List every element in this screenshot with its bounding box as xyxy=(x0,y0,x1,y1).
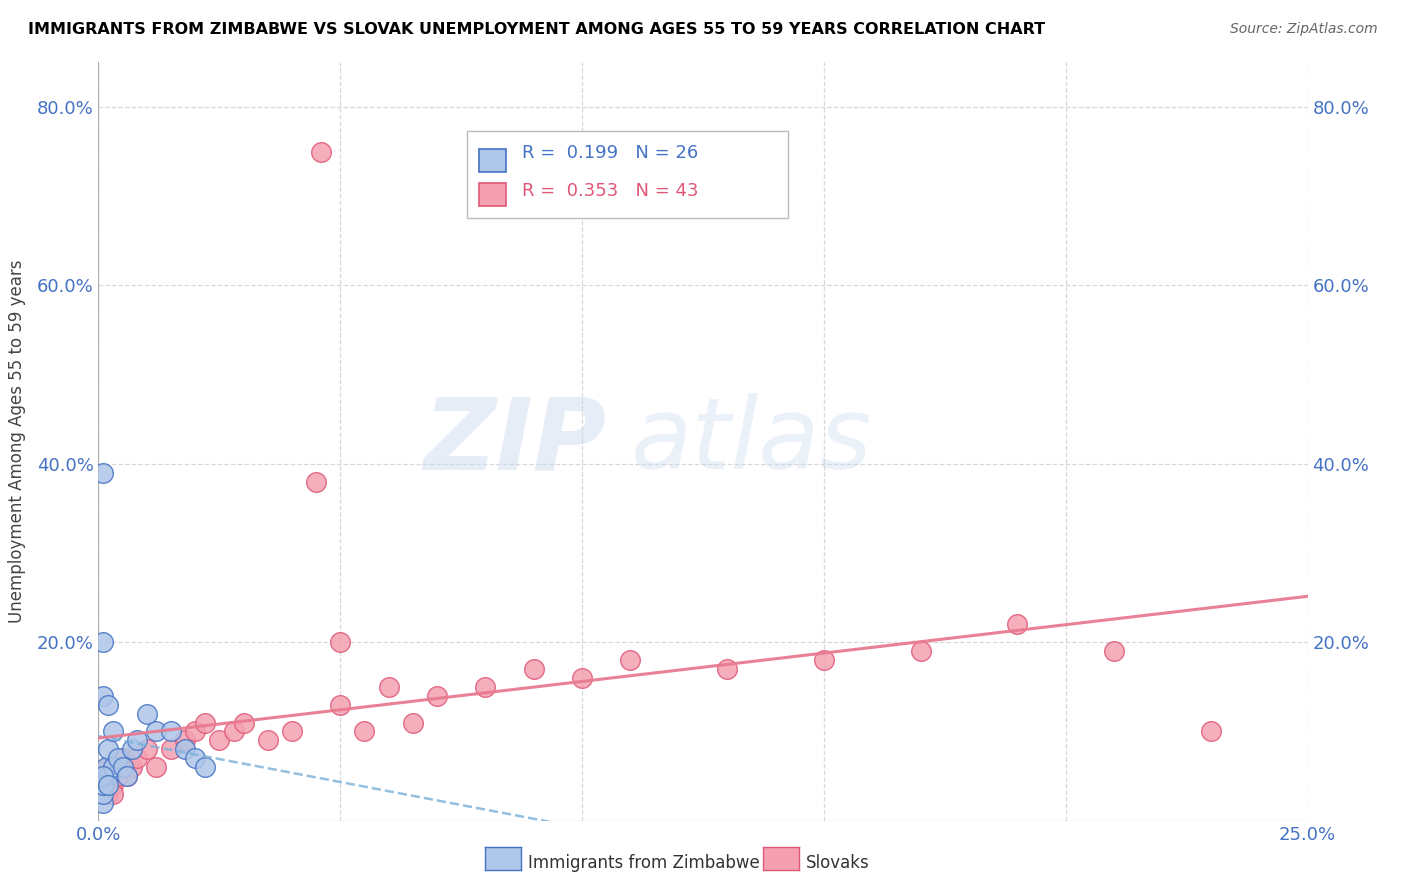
Point xyxy=(107,751,129,765)
Point xyxy=(813,653,835,667)
Point xyxy=(107,769,129,783)
Point xyxy=(232,715,254,730)
Point xyxy=(174,742,197,756)
Point xyxy=(111,751,134,765)
Point xyxy=(97,778,120,792)
Point xyxy=(716,662,738,676)
Point xyxy=(474,680,496,694)
Point xyxy=(97,760,120,774)
Point xyxy=(97,769,120,783)
Point xyxy=(160,742,183,756)
Point xyxy=(91,787,114,801)
Point xyxy=(91,466,114,480)
Point xyxy=(101,778,124,792)
Point xyxy=(329,698,352,712)
Text: R =  0.199   N = 26: R = 0.199 N = 26 xyxy=(522,145,697,162)
Point xyxy=(97,742,120,756)
Point xyxy=(127,733,149,747)
Point xyxy=(101,724,124,739)
Point xyxy=(101,760,124,774)
Point xyxy=(1102,644,1125,658)
Point xyxy=(97,778,120,792)
Point xyxy=(117,769,139,783)
Point xyxy=(160,724,183,739)
Point xyxy=(194,715,217,730)
Y-axis label: Unemployment Among Ages 55 to 59 years: Unemployment Among Ages 55 to 59 years xyxy=(7,260,25,624)
Point xyxy=(145,760,167,774)
FancyBboxPatch shape xyxy=(479,183,506,206)
Point xyxy=(910,644,932,658)
Point xyxy=(222,724,245,739)
Point xyxy=(91,778,114,792)
Point xyxy=(91,689,114,703)
Point xyxy=(91,778,114,792)
Point xyxy=(377,680,399,694)
Point xyxy=(111,760,134,774)
Point xyxy=(101,769,124,783)
Point xyxy=(121,742,143,756)
Point xyxy=(135,706,157,721)
Point xyxy=(107,760,129,774)
Point xyxy=(1007,617,1029,632)
Text: Immigrants from Zimbabwe: Immigrants from Zimbabwe xyxy=(527,854,759,871)
Point xyxy=(426,689,449,703)
Point xyxy=(184,724,207,739)
FancyBboxPatch shape xyxy=(467,130,787,218)
Point xyxy=(91,796,114,810)
Point xyxy=(619,653,641,667)
Point xyxy=(127,751,149,765)
Point xyxy=(174,733,197,747)
Text: atlas: atlas xyxy=(630,393,872,490)
Point xyxy=(353,724,375,739)
Point xyxy=(97,698,120,712)
Text: R =  0.353   N = 43: R = 0.353 N = 43 xyxy=(522,182,699,201)
Text: Source: ZipAtlas.com: Source: ZipAtlas.com xyxy=(1230,22,1378,37)
Point xyxy=(135,742,157,756)
Point xyxy=(91,769,114,783)
Point xyxy=(194,760,217,774)
Point xyxy=(208,733,231,747)
Point xyxy=(184,751,207,765)
Point xyxy=(101,787,124,801)
Point xyxy=(91,635,114,649)
Point xyxy=(121,760,143,774)
Point xyxy=(523,662,546,676)
Point xyxy=(91,769,114,783)
Point xyxy=(256,733,278,747)
Point xyxy=(97,787,120,801)
Point xyxy=(145,724,167,739)
Text: Slovaks: Slovaks xyxy=(806,854,869,871)
Point xyxy=(94,760,117,774)
Point xyxy=(402,715,425,730)
Text: IMMIGRANTS FROM ZIMBABWE VS SLOVAK UNEMPLOYMENT AMONG AGES 55 TO 59 YEARS CORREL: IMMIGRANTS FROM ZIMBABWE VS SLOVAK UNEMP… xyxy=(28,22,1045,37)
Point xyxy=(1199,724,1222,739)
Point xyxy=(117,769,139,783)
Point xyxy=(91,778,114,792)
Point xyxy=(281,724,304,739)
Point xyxy=(571,671,593,685)
Point xyxy=(309,145,332,159)
Point xyxy=(305,475,328,489)
Point xyxy=(329,635,352,649)
Text: ZIP: ZIP xyxy=(423,393,606,490)
FancyBboxPatch shape xyxy=(479,149,506,172)
